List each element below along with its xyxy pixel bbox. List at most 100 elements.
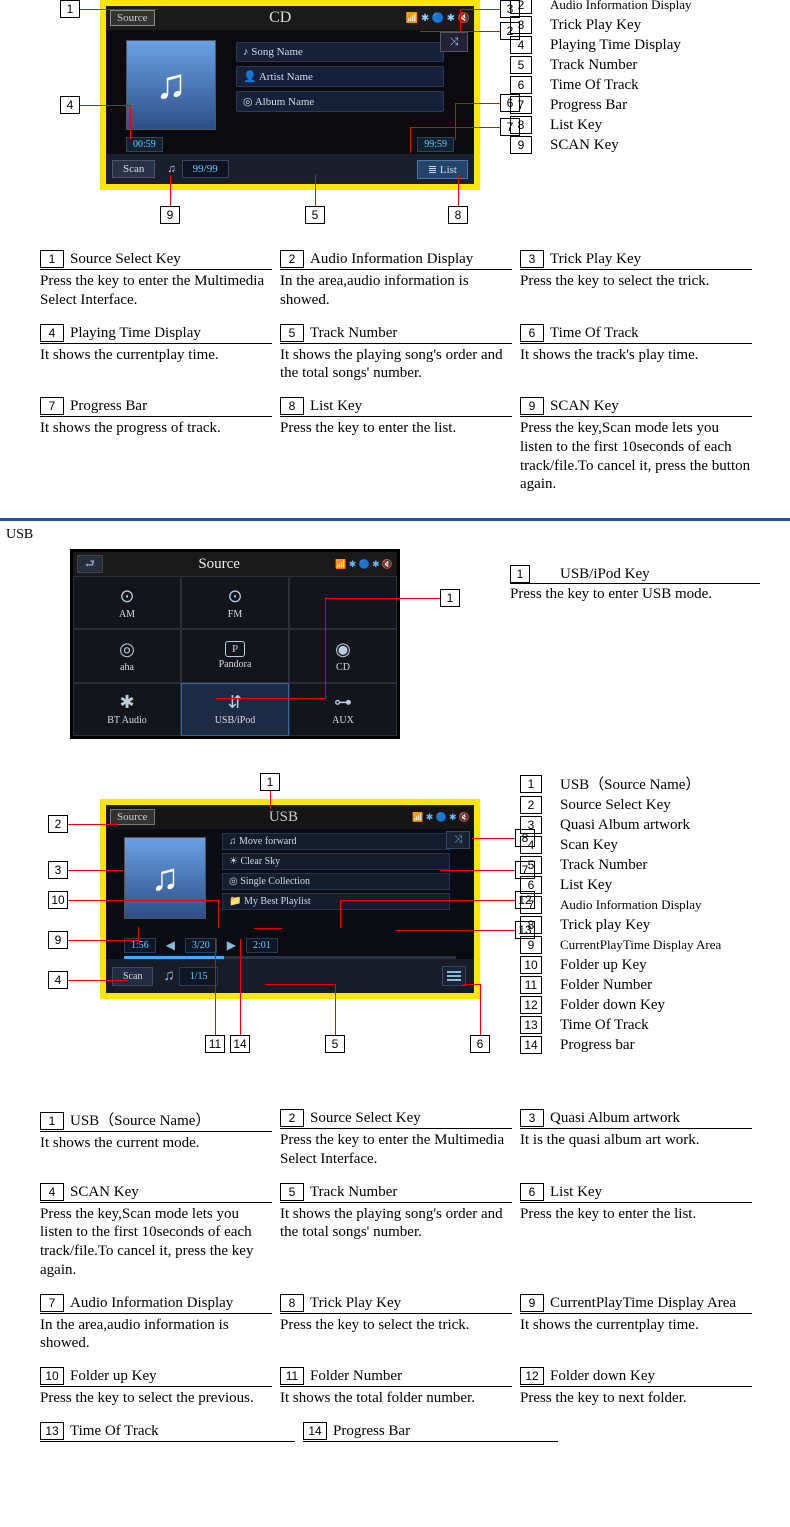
desc-body: It is the quasi album art work. [520, 1131, 752, 1150]
legend-num: 5 [520, 856, 542, 874]
source-label: AUX [332, 715, 354, 726]
source-icon: ⇵ [227, 692, 242, 713]
info-row: ♫ Move forward [222, 833, 450, 850]
legend-num: 2 [510, 0, 532, 14]
source-label: USB/iPod [215, 715, 256, 726]
cd-legend: 2Audio Information Display3Trick Play Ke… [510, 0, 692, 156]
track-number: 1/15 [179, 967, 219, 986]
list-button[interactable]: ≣ List [417, 160, 468, 179]
source-cell[interactable]: ⊙FM [181, 576, 289, 629]
album-row: ◎ Album Name [236, 91, 444, 112]
time-row: 00:59 99:59 [126, 137, 454, 152]
legend-num: 8 [510, 116, 532, 134]
legend-label: Audio Information Display [550, 0, 692, 13]
desc-num: 7 [40, 1294, 64, 1312]
source-label: FM [228, 609, 242, 620]
desc-heading: Progress Bar [333, 1423, 410, 1441]
desc-cell: 1USB（Source Name）It shows the current mo… [40, 1109, 272, 1169]
callout-1: 1 [440, 589, 460, 607]
source-cell[interactable]: ⊙AM [73, 576, 181, 629]
source-cell[interactable]: PPandora [181, 629, 289, 682]
desc-heading: CurrentPlayTime Display Area [550, 1295, 736, 1313]
callout-8a: 8 [448, 206, 468, 224]
desc-cell: 8List KeyPress the key to enter the list… [280, 397, 512, 494]
source-cell[interactable] [289, 576, 397, 629]
info-row: ◎ Single Collection [222, 873, 450, 890]
artist-row: 👤 Artist Name [236, 66, 444, 87]
desc-heading: Folder up Key [70, 1368, 157, 1386]
legend-label: Track Number [550, 57, 637, 74]
desc-cell: 6List KeyPress the key to enter the list… [520, 1183, 752, 1280]
desc-num: 1 [40, 1112, 64, 1130]
desc-cell: 13Time Of Track [40, 1422, 295, 1444]
list-button[interactable] [442, 966, 466, 986]
source-button[interactable]: Source [110, 10, 155, 26]
desc-heading: Folder Number [310, 1368, 402, 1386]
desc-body: Press the key to enter the list. [520, 1205, 752, 1224]
desc-heading: Source Select Key [70, 251, 181, 269]
folder-up-button[interactable]: ◀ [162, 938, 179, 953]
source-cell[interactable]: ◎aha [73, 629, 181, 682]
legend-label: Track Number [560, 857, 647, 874]
source-cell[interactable]: ✱BT Audio [73, 683, 181, 736]
legend-label: Time Of Track [560, 1017, 649, 1034]
source-cell[interactable]: ◉CD [289, 629, 397, 682]
source-button[interactable]: Source [110, 809, 155, 825]
usb-desc-grid: 1USB（Source Name）It shows the current mo… [40, 1109, 760, 1458]
legend-num: 6 [520, 876, 542, 894]
note-icon: ♫ [167, 163, 175, 175]
source-cell[interactable]: ⇵ USB/iPod [181, 683, 289, 736]
callout-2: 2 [48, 815, 68, 833]
trick-play-button[interactable]: ⤨ [446, 831, 470, 849]
back-button[interactable]: ⮐ [77, 555, 103, 573]
cd-screenshot-area: Source CD 📶 ✱ 🔵 ✱ 🔇 ♪ Song Name 👤 Artist… [60, 0, 530, 230]
legend-label: Source Select Key [560, 797, 671, 814]
source-grid: ⊙AM⊙FM◎ahaPPandora◉CD ✱BT Audio ⇵ USB/iPod ⊶… [73, 576, 397, 736]
desc-heading: List Key [310, 398, 362, 416]
usb-screen: Source USB 📶 ✱ 🔵 ✱ 🔇 ♫ Move forward☀ Cle… [100, 799, 480, 999]
scan-button[interactable]: Scan [112, 967, 153, 986]
desc-body: It shows the playing song's order and th… [280, 1205, 512, 1243]
album-art [124, 837, 206, 919]
track-time: 2:01 [246, 938, 278, 953]
legend-num: 13 [520, 1016, 542, 1034]
legend-label: List Key [560, 877, 612, 894]
legend-label: Playing Time Display [550, 37, 681, 54]
legend-label: Time Of Track [550, 77, 639, 94]
source-icon: ⊶ [334, 692, 352, 713]
scan-button[interactable]: Scan [112, 160, 155, 178]
legend-num: 2 [520, 796, 542, 814]
source-icon: ◉ [335, 639, 351, 660]
legend-num: 1 [510, 565, 530, 583]
desc-cell: 3Trick Play KeyPress the key to select t… [520, 250, 752, 310]
desc-cell: 2Source Select KeyPress the key to enter… [280, 1109, 512, 1169]
desc-heading: Progress Bar [70, 398, 147, 416]
legend-label: Quasi Album artwork [560, 817, 690, 834]
callout-14: 14 [230, 1035, 250, 1053]
callout-1: 1 [60, 0, 80, 18]
source-icon: ◎ [119, 639, 135, 660]
legend-num: 9 [510, 136, 532, 154]
info-row: ☀ Clear Sky [222, 853, 450, 870]
album-art [126, 40, 216, 130]
desc-heading: Quasi Album artwork [550, 1110, 680, 1128]
legend-num: 14 [520, 1036, 542, 1054]
trick-play-button[interactable]: ⤨ [440, 32, 468, 52]
desc-num: 7 [40, 397, 64, 415]
desc-cell: 6Time Of TrackIt shows the track's play … [520, 324, 752, 384]
audio-info: ♫ Move forward ☀ Clear Sky ◎ Single Collec… [222, 833, 450, 913]
source-icon: P [225, 641, 245, 657]
source-icon: ✱ [119, 692, 134, 713]
legend-num: 6 [510, 76, 532, 94]
source-cell[interactable]: ⊶ AUX [289, 683, 397, 736]
legend-num: 4 [510, 36, 532, 54]
legend-label: Scan Key [560, 837, 618, 854]
callout-5a: 5 [305, 206, 325, 224]
legend-num: 1 [520, 775, 542, 793]
callout-3: 3 [48, 861, 68, 879]
desc-num: 6 [520, 324, 544, 342]
folder-down-button[interactable]: ▶ [223, 938, 240, 953]
desc-body: It shows the total folder number. [280, 1389, 512, 1408]
desc-cell: 7Audio Information DisplayIn the area,au… [40, 1294, 272, 1354]
desc-num: 3 [520, 250, 544, 268]
